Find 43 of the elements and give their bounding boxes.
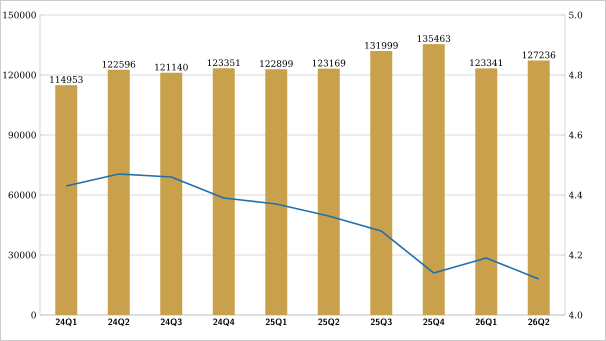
- y2-tick-label: 5.0: [569, 12, 582, 18]
- bar: [212, 68, 235, 315]
- bar: [160, 72, 182, 315]
- data-label: 122596: [102, 60, 136, 68]
- y2-tick-label: 4.8: [568, 72, 582, 78]
- data-label: 131999: [365, 42, 398, 49]
- data-label: 123169: [312, 60, 346, 66]
- x-tick-label: 25Q2: [318, 318, 340, 326]
- bar: [528, 60, 550, 315]
- data-label: 123341: [470, 59, 502, 66]
- y2-tick-label: 4.2: [568, 252, 582, 258]
- bar: [265, 69, 288, 315]
- data-label: 123351: [208, 59, 240, 66]
- x-tick-label: 24Q1: [56, 318, 77, 326]
- bar: [422, 44, 445, 315]
- bar: [475, 68, 498, 315]
- data-label: 127236: [522, 52, 556, 58]
- data-label: 121140: [155, 64, 188, 71]
- y-tick-label: 60000: [8, 192, 36, 198]
- x-tick-label: 25Q4: [423, 318, 444, 326]
- x-tick-label: 26Q2: [528, 318, 550, 326]
- y2-tick-label: 4.4: [568, 192, 582, 198]
- x-tick-label: 24Q2: [108, 318, 130, 326]
- data-label: 114953: [50, 76, 83, 83]
- data-label: 135463: [418, 35, 450, 42]
- y2-tick-label: 4.0: [568, 312, 582, 318]
- bar: [108, 70, 130, 315]
- y2-tick-label: 4.6: [568, 132, 582, 138]
- bar: [55, 85, 78, 315]
- bar: [318, 68, 340, 315]
- y-tick-label: 120000: [3, 72, 36, 78]
- line-series: [65, 173, 540, 280]
- y-tick-label: 90000: [8, 132, 36, 138]
- y-tick-label: 150000: [3, 12, 36, 18]
- y-tick-label: 0: [31, 312, 36, 318]
- x-tick-label: 25Q3: [370, 318, 392, 326]
- x-tick-label: 25Q1: [266, 318, 287, 326]
- x-tick-label: 24Q4: [213, 318, 234, 326]
- bar: [370, 51, 392, 315]
- x-tick-label: 26Q1: [476, 318, 497, 326]
- y-tick-label: 30000: [8, 252, 36, 258]
- x-tick-label: 24Q3: [160, 318, 182, 326]
- data-label: 122899: [260, 60, 293, 67]
